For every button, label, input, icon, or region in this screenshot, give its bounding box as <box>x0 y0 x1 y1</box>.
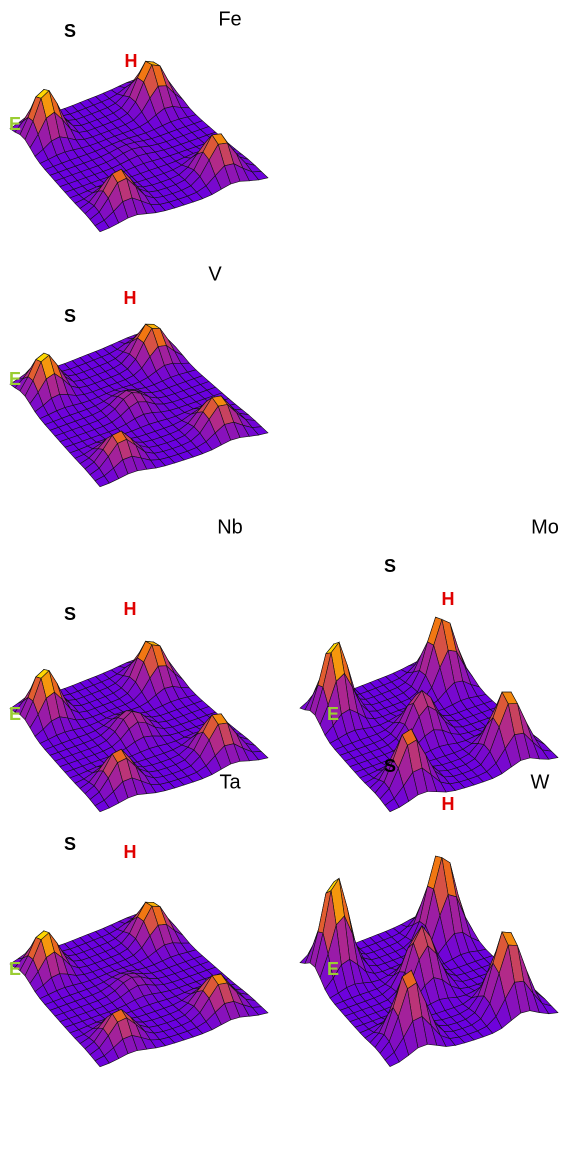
h-label: H <box>442 794 455 814</box>
s-label: S <box>384 556 396 576</box>
element-label: W <box>531 771 550 793</box>
panel: Ta S H E <box>9 771 269 1068</box>
e-label: E <box>327 704 339 724</box>
surface-cell <box>384 1051 400 1067</box>
e-label: E <box>9 369 21 389</box>
element-label: Nb <box>217 516 243 538</box>
h-label: H <box>125 51 138 71</box>
surface-cell <box>384 798 400 813</box>
panel: W S H E <box>299 756 559 1067</box>
panel: Nb S H E <box>9 516 269 813</box>
surface-cell <box>94 219 110 233</box>
h-label: H <box>124 842 137 862</box>
e-label: E <box>327 959 339 979</box>
surface-cell <box>94 1055 110 1068</box>
element-label: Ta <box>219 771 241 793</box>
panel: V S H E <box>9 263 269 488</box>
e-label: E <box>9 704 21 724</box>
s-label: S <box>64 21 76 41</box>
s-label: S <box>64 306 76 326</box>
h-label: H <box>124 288 137 308</box>
element-label: Mo <box>531 516 559 538</box>
e-label: E <box>9 959 21 979</box>
element-label: Fe <box>218 8 241 30</box>
panel: Mo S H E <box>299 516 559 813</box>
s-label: S <box>64 834 76 854</box>
element-label: V <box>208 263 222 285</box>
s-label: S <box>64 604 76 624</box>
h-label: H <box>124 599 137 619</box>
surface-cell <box>94 475 110 488</box>
s-label: S <box>384 756 396 776</box>
surface-cell <box>94 799 110 813</box>
panel: Fe S H E <box>9 8 269 233</box>
e-label: E <box>9 114 21 134</box>
h-label: H <box>442 589 455 609</box>
